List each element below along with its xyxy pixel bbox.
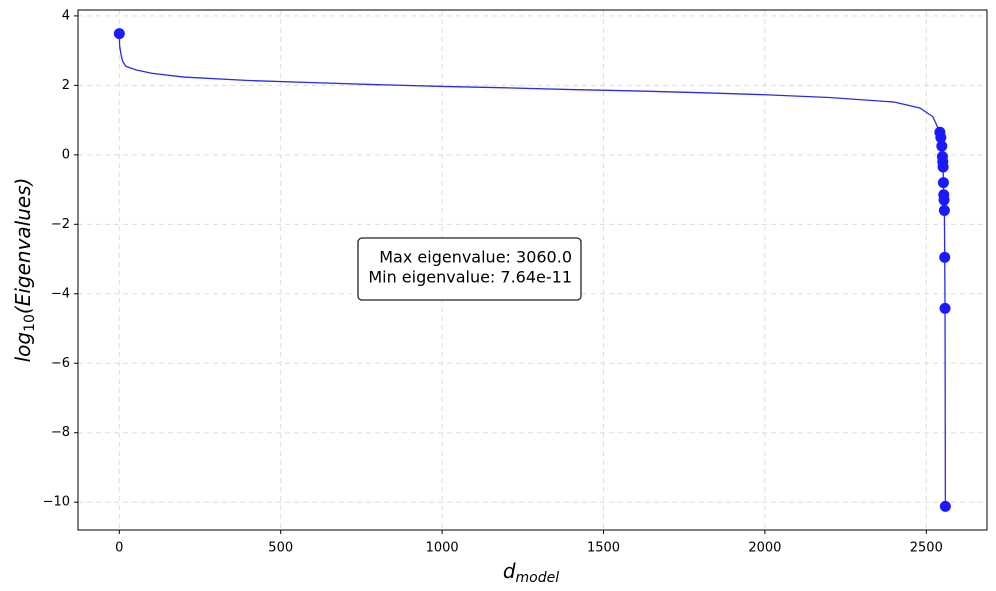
y-tick-label: −8 bbox=[51, 425, 70, 440]
y-label-sub: 10 bbox=[22, 314, 38, 332]
x-tick-label: 1000 bbox=[426, 541, 459, 556]
y-tick-label: 2 bbox=[62, 78, 70, 93]
y-label-rest: (Eigenvalues) bbox=[11, 178, 35, 315]
plot bbox=[113, 28, 951, 512]
y-tick-label: −4 bbox=[51, 286, 70, 301]
x-tick-label: 1500 bbox=[587, 541, 620, 556]
annotation-box bbox=[357, 237, 582, 301]
data-point bbox=[939, 500, 951, 512]
ticks: 0 500 1000 1500 2000 2500 −10 −8 −6 −4 −2 0 2 4 bbox=[43, 8, 943, 555]
y-label-main: log bbox=[11, 332, 35, 363]
y-tick-label: 4 bbox=[62, 8, 70, 23]
x-tick-label: 0 bbox=[115, 541, 123, 556]
data-point bbox=[938, 194, 950, 206]
data-point bbox=[939, 302, 951, 314]
y-tick-label: 0 bbox=[62, 147, 70, 162]
annotation-line: Min eigenvalue: 7.64e-11 bbox=[368, 268, 572, 287]
x-tick-label: 500 bbox=[268, 541, 293, 556]
x-label-sub: model bbox=[516, 570, 560, 586]
x-axis-label: dmodel bbox=[503, 559, 559, 587]
y-tick-label: −2 bbox=[51, 217, 70, 232]
y-axis-label: log10(Eigenvalues) bbox=[11, 178, 39, 363]
x-tick-label: 2000 bbox=[748, 541, 781, 556]
data-point bbox=[939, 251, 951, 263]
data-point bbox=[937, 161, 949, 173]
y-tick-label: −6 bbox=[51, 356, 70, 371]
data-point bbox=[936, 140, 948, 152]
x-tick-label: 2500 bbox=[910, 541, 943, 556]
data-point bbox=[938, 204, 950, 216]
data-point bbox=[113, 28, 125, 40]
data-point bbox=[937, 177, 949, 189]
annotation-line: Max eigenvalue: 3060.0 bbox=[379, 248, 572, 267]
plot-frame bbox=[77, 9, 988, 531]
y-tick-label: −10 bbox=[43, 495, 70, 510]
x-label-main: d bbox=[503, 559, 516, 583]
data-point bbox=[935, 131, 947, 143]
